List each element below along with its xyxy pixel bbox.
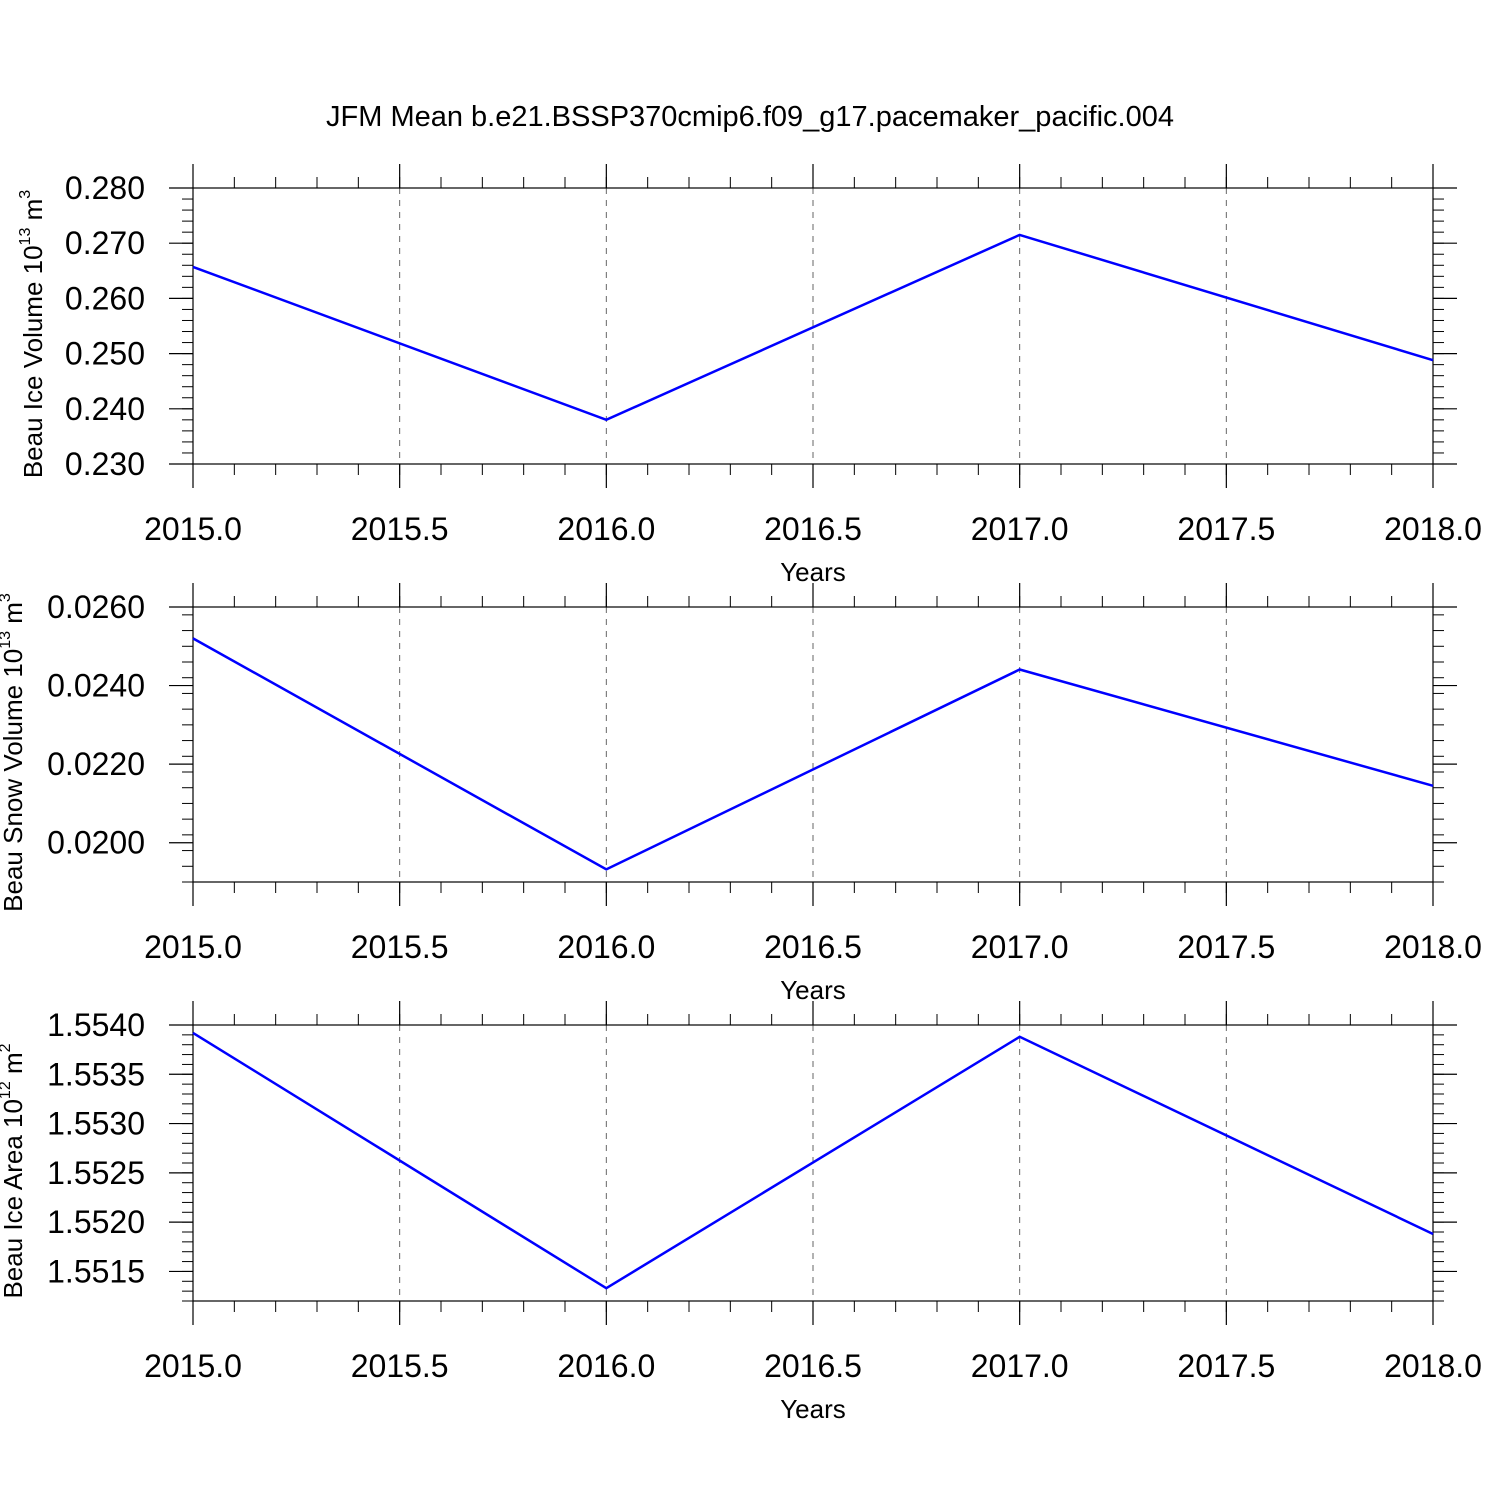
x-axis-title: Years — [780, 975, 846, 1005]
y-tick-label: 1.5515 — [47, 1253, 145, 1289]
x-tick-label: 2016.0 — [557, 511, 655, 547]
x-tick-label: 2015.5 — [351, 1348, 449, 1384]
x-tick-label: 2017.0 — [971, 1348, 1069, 1384]
x-tick-label: 2017.0 — [971, 511, 1069, 547]
series-line — [192, 637, 1434, 871]
chart-panel-1: 2015.0 2015.5 2016.0 2016.5 2017.0 2017.5 2018… — [17, 164, 1482, 587]
y-tick-label: 0.0220 — [47, 746, 145, 782]
y-axis-title-base: Beau Ice Volume 10 — [18, 245, 48, 478]
y-tick-label: 0.0200 — [47, 825, 145, 861]
x-tick-label: 2016.0 — [557, 1348, 655, 1384]
y-axis-title: Beau Ice Volume 1013 m3 — [17, 190, 48, 478]
y-axis-title-base: Beau Snow Volume 10 — [0, 649, 28, 912]
y-tick-label: 0.250 — [65, 336, 145, 372]
y-axis-title-exponent: 12 — [0, 1081, 14, 1099]
x-tick-label: 2015.0 — [144, 929, 242, 965]
x-tick-label: 2018.0 — [1384, 929, 1482, 965]
plot-frame — [192, 1024, 1434, 1302]
chart-panel-2: 2015.0 2015.5 2016.0 2016.5 2017.0 2017.5 2018… — [0, 583, 1482, 1005]
x-tick-label: 2017.0 — [971, 929, 1069, 965]
y-axis-title: Beau Ice Area 1012 m2 — [0, 1043, 28, 1298]
y-tick-label: 1.5525 — [47, 1155, 145, 1191]
y-axis-title-unit: m — [18, 199, 48, 228]
x-tick-label: 2017.5 — [1177, 511, 1275, 547]
y-tick-label: 1.5530 — [47, 1106, 145, 1142]
y-axis-title-unit: m — [0, 1052, 28, 1081]
x-tick-label: 2017.5 — [1177, 929, 1275, 965]
x-tick-label: 2018.0 — [1384, 1348, 1482, 1384]
chart-panel-3: 2015.0 2015.5 2016.0 2016.5 2017.0 2017.5 2018… — [0, 1001, 1482, 1424]
y-tick-label: 1.5540 — [47, 1007, 145, 1043]
y-tick-label: 0.0260 — [47, 589, 145, 625]
y-axis-title-unit-exponent: 2 — [0, 1043, 14, 1052]
y-tick-label: 1.5535 — [47, 1056, 145, 1092]
y-axis-title-exponent: 13 — [17, 228, 34, 246]
plot-frame — [192, 606, 1434, 883]
x-tick-label: 2015.0 — [144, 511, 242, 547]
x-tick-label: 2015.5 — [351, 929, 449, 965]
y-tick-label: 0.230 — [65, 446, 145, 482]
y-tick-label: 0.0240 — [47, 668, 145, 704]
x-tick-label: 2018.0 — [1384, 511, 1482, 547]
y-axis-title-exponent: 13 — [0, 631, 14, 649]
y-axis-title: Beau Snow Volume 1013 m3 — [0, 593, 28, 912]
y-tick-label: 1.5520 — [47, 1204, 145, 1240]
y-axis-title-unit: m — [0, 602, 28, 631]
x-tick-label: 2016.5 — [764, 511, 862, 547]
x-tick-label: 2015.0 — [144, 1348, 242, 1384]
plot-frame — [192, 187, 1434, 465]
x-tick-label: 2016.0 — [557, 929, 655, 965]
x-tick-label: 2015.5 — [351, 511, 449, 547]
y-tick-label: 0.260 — [65, 280, 145, 316]
x-axis-title: Years — [780, 1394, 846, 1424]
series-line — [192, 1031, 1434, 1290]
x-tick-label: 2016.5 — [764, 929, 862, 965]
y-tick-label: 0.240 — [65, 391, 145, 427]
x-tick-label: 2016.5 — [764, 1348, 862, 1384]
y-tick-label: 0.270 — [65, 225, 145, 261]
y-tick-label: 0.280 — [65, 170, 145, 206]
figure-title: JFM Mean b.e21.BSSP370cmip6.f09_g17.pace… — [326, 101, 1174, 133]
x-tick-label: 2017.5 — [1177, 1348, 1275, 1384]
y-axis-title-unit-exponent: 3 — [0, 593, 14, 602]
y-axis-title-base: Beau Ice Area 10 — [0, 1099, 28, 1298]
x-axis-title: Years — [780, 557, 846, 587]
y-axis-title-unit-exponent: 3 — [17, 190, 34, 199]
series-line — [192, 233, 1434, 422]
